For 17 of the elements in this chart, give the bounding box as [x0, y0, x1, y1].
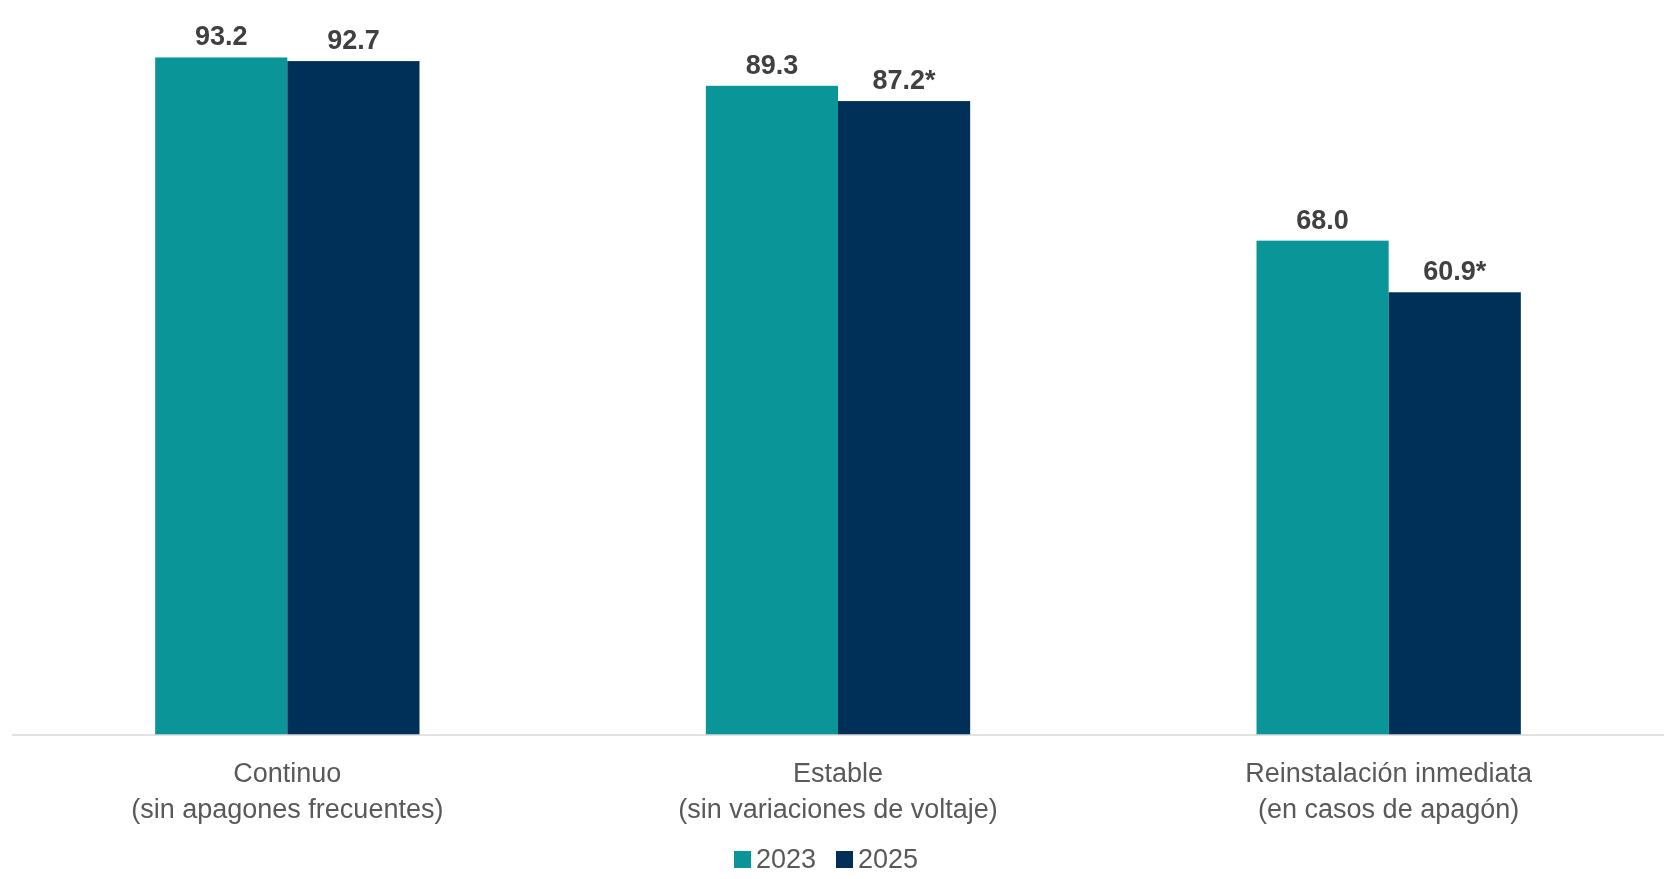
data-label: 60.9*: [1423, 256, 1487, 287]
legend-label: 2025: [858, 844, 919, 874]
bar: [1388, 292, 1521, 735]
x-tick-label: Continuo (sin apagones frecuentes): [131, 758, 444, 824]
data-label: 92.7: [327, 25, 380, 56]
data-label: 93.2: [194, 21, 248, 52]
legend-label: 2023: [756, 844, 817, 874]
bar: [1256, 240, 1389, 735]
data-label: 87.2*: [872, 65, 937, 96]
bar: [838, 101, 971, 735]
bar: [287, 61, 420, 735]
x-tick-label: Estable (sin variaciones de voltaje): [678, 758, 998, 824]
data-label: 68.0: [1296, 204, 1349, 235]
data-label: 89.3: [745, 49, 799, 80]
x-tick-label: Reinstalación inmediata (en casos de apagón): [1245, 758, 1533, 824]
bar: [155, 57, 288, 735]
bar: [705, 85, 838, 735]
